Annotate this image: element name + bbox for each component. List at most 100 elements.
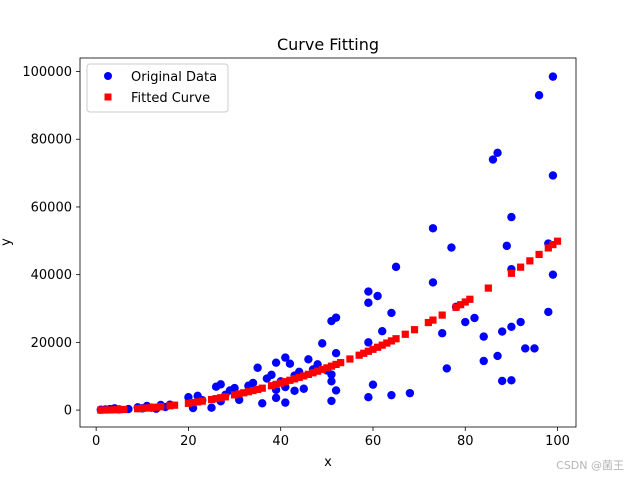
fitted-point xyxy=(281,378,289,386)
data-point xyxy=(461,317,470,327)
fitted-point xyxy=(429,316,437,324)
fitted-point xyxy=(544,244,552,252)
fitted-point xyxy=(152,403,160,411)
data-point xyxy=(271,393,281,403)
fitted-point xyxy=(392,335,400,343)
fitted-point xyxy=(314,367,322,375)
data-point xyxy=(548,270,558,279)
fitted-point xyxy=(438,311,446,319)
fitted-point xyxy=(212,395,220,403)
fitted-point xyxy=(535,250,543,259)
data-point xyxy=(364,338,373,347)
fitted-point xyxy=(147,404,156,412)
fitted-point xyxy=(97,406,105,414)
fitted-point xyxy=(355,351,363,359)
fitted-point xyxy=(484,284,492,292)
data-point xyxy=(364,298,373,307)
fitted-point xyxy=(374,343,382,351)
y-axis-label: y xyxy=(0,238,14,246)
fitted-point xyxy=(553,237,562,245)
data-point xyxy=(447,243,456,252)
data-point xyxy=(534,91,544,100)
data-point xyxy=(479,332,488,341)
data-point xyxy=(253,363,262,372)
fitted-point xyxy=(111,406,119,414)
legend-marker-original-data xyxy=(104,72,112,80)
data-point xyxy=(507,376,516,385)
y-tick-label: 100000 xyxy=(22,65,72,80)
data-point xyxy=(258,399,267,408)
fitted-point xyxy=(198,397,206,405)
data-point xyxy=(493,351,502,361)
legend: Original Data Fitted Curve xyxy=(86,63,229,113)
fitted-point xyxy=(507,269,516,277)
y-tick-label: 40000 xyxy=(31,268,72,283)
fitted-point xyxy=(230,391,239,399)
axes-frame xyxy=(79,57,577,428)
fitted-point xyxy=(337,359,345,367)
fitted-point xyxy=(286,376,294,384)
data-point xyxy=(207,403,216,412)
fitted-point xyxy=(466,295,474,303)
x-axis-label: x xyxy=(324,455,332,470)
fitted-point xyxy=(360,349,368,357)
x-tick-label: 0 xyxy=(92,434,100,449)
fitted-point xyxy=(383,339,391,347)
data-point xyxy=(364,393,373,402)
chart-title: Curve Fitting xyxy=(277,35,379,54)
fitted-point xyxy=(240,389,248,397)
fitted-point xyxy=(424,318,432,327)
data-point xyxy=(331,313,341,322)
watermark: CSDN @菌王 xyxy=(556,459,624,472)
data-point xyxy=(267,370,276,380)
fitted-point xyxy=(401,330,409,338)
data-point xyxy=(507,322,516,331)
x-axis: 0 20 40 60 80 100 xyxy=(92,427,570,449)
fitted-point xyxy=(304,370,312,378)
data-point xyxy=(391,262,401,272)
data-point xyxy=(285,359,295,368)
data-point xyxy=(442,364,452,373)
plot-area xyxy=(96,72,562,414)
data-point xyxy=(331,349,341,358)
fitted-point xyxy=(207,395,216,404)
data-point xyxy=(428,224,438,233)
fitted-point xyxy=(461,298,469,306)
data-point xyxy=(304,355,313,364)
legend-box xyxy=(86,63,229,113)
fitted-point xyxy=(277,379,285,387)
data-point xyxy=(470,313,479,323)
data-point xyxy=(544,307,553,317)
fitted-point xyxy=(526,257,534,265)
legend-marker-fitted-curve xyxy=(104,93,112,101)
data-point xyxy=(281,353,290,362)
fitted-point xyxy=(101,406,109,414)
data-point xyxy=(507,212,516,222)
data-point xyxy=(271,358,281,367)
fitted-point xyxy=(318,365,326,374)
data-point xyxy=(373,291,382,301)
fitted-point xyxy=(378,341,386,349)
fitted-point xyxy=(332,360,340,369)
x-tick-label: 40 xyxy=(272,434,289,449)
fitted-point xyxy=(134,405,142,413)
fitted-point xyxy=(249,386,257,395)
data-point xyxy=(516,317,525,327)
data-point xyxy=(479,356,488,366)
fitted-point xyxy=(387,337,396,345)
data-point xyxy=(327,396,336,406)
legend-label-original-data: Original Data xyxy=(131,70,217,85)
data-point xyxy=(248,378,258,388)
y-tick-label: 0 xyxy=(64,404,72,419)
x-tick-label: 80 xyxy=(457,434,474,449)
fitted-point xyxy=(194,398,202,406)
fitted-point xyxy=(517,263,525,271)
fitted-point xyxy=(235,390,243,398)
y-tick-label: 20000 xyxy=(31,336,72,351)
fitted-point xyxy=(327,362,336,370)
data-point xyxy=(387,308,396,318)
data-point xyxy=(548,171,558,180)
data-point xyxy=(331,386,341,395)
data-point xyxy=(428,278,438,287)
fitted-point xyxy=(157,403,165,411)
